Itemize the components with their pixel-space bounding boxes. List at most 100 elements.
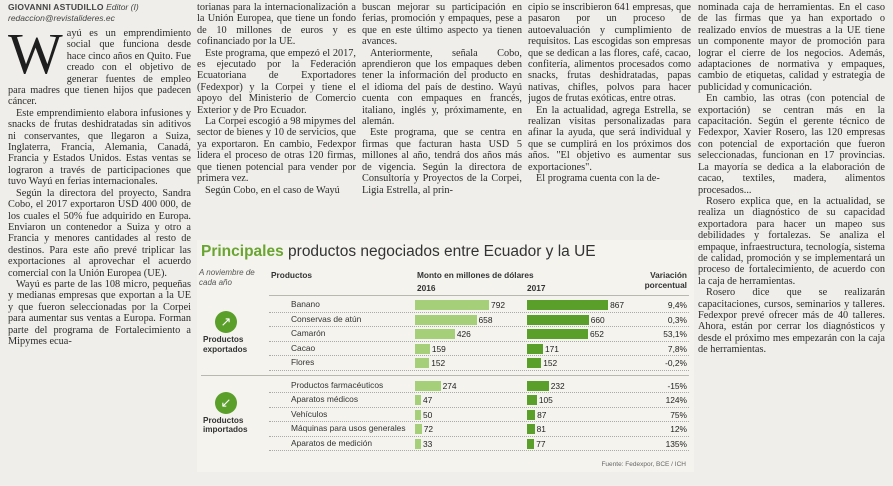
row-divider xyxy=(269,340,689,342)
chart-title-highlight: Principales xyxy=(201,243,284,260)
value-2017: 152 xyxy=(543,358,558,368)
product-label: Aparatos médicos xyxy=(291,394,359,404)
variation-value: -15% xyxy=(667,380,687,391)
import-icon: ↙ xyxy=(215,391,237,414)
chart-title: Principales productos negociados entre E… xyxy=(201,243,596,261)
row-divider xyxy=(269,406,689,408)
bar-2017 xyxy=(527,395,537,405)
bar-2016 xyxy=(415,438,421,449)
variation-value: -0,2% xyxy=(665,358,687,368)
paragraph: En la actualidad, agrega Estrella, se re… xyxy=(528,104,691,173)
value-2016: 47 xyxy=(423,395,433,405)
value-2016: 72 xyxy=(423,424,434,434)
paragraph: Este emprendimiento elabora infusiones y… xyxy=(8,107,191,188)
article-column-5: nominada caja de herramientas. En el cas… xyxy=(698,2,885,484)
row-divider xyxy=(269,450,689,451)
value-2017: 232 xyxy=(550,380,565,391)
product-label: Vehículos xyxy=(291,408,328,419)
paragraph: En cambio, las otras (con potencial de e… xyxy=(698,93,885,196)
product-label: Conservas de atún xyxy=(291,313,362,324)
bar-2016 xyxy=(415,358,430,368)
value-2016: 426 xyxy=(456,329,471,339)
author-name: GIOVANNI ASTUDILLO xyxy=(8,2,104,12)
value-2016: 33 xyxy=(423,438,433,449)
value-2016: 792 xyxy=(491,300,506,310)
column-header-amount: Monto en millones de dólares xyxy=(417,270,534,280)
article-column-4: cipio se inscribieron 641 empresas, que … xyxy=(528,2,691,238)
year-label-2016: 2016 xyxy=(417,283,436,293)
group-divider xyxy=(201,374,689,376)
paragraph: buscan mejorar su participación en feria… xyxy=(362,2,522,48)
value-2016: 152 xyxy=(431,358,446,368)
paragraph: cipio se inscribieron 641 empresas, que … xyxy=(528,2,691,105)
drop-cap: W xyxy=(8,21,63,86)
row-divider xyxy=(269,355,689,356)
value-2017: 77 xyxy=(536,438,546,449)
variation-value: 124% xyxy=(665,395,687,405)
row-divider xyxy=(269,311,689,313)
products-chart: Principales productos negociados entre E… xyxy=(197,240,694,472)
product-label: Camarón xyxy=(291,328,326,338)
product-label: Productos farmacéuticos xyxy=(291,379,384,390)
product-label: Máquinas para usos generales xyxy=(291,423,406,433)
column-header-products: Productos xyxy=(271,270,313,280)
paragraph: Este programa, que empezó el 2017, es ej… xyxy=(197,47,356,116)
paragraph: Rosero dice que se realizarán capacitaci… xyxy=(698,287,885,356)
group-label: Productos exportados xyxy=(203,335,248,354)
variation-value: 7,8% xyxy=(667,343,687,354)
article-column-1: GIOVANNI ASTUDILLO Editor (I) redaccion@… xyxy=(8,2,191,484)
variation-value: 0,3% xyxy=(667,314,687,325)
paragraph: Según Cobo, en el caso de Wayú xyxy=(205,184,340,196)
row-divider xyxy=(269,435,689,437)
column-header-variation: Variación porcentual xyxy=(644,270,687,290)
product-label: Aparatos de medición xyxy=(291,437,373,448)
bar-2016 xyxy=(415,424,422,434)
author-role: Editor (I) xyxy=(106,2,139,12)
paragraph: nominada caja de herramientas. En el cas… xyxy=(698,2,885,93)
value-2016: 274 xyxy=(442,380,457,391)
bar-2016 xyxy=(415,314,477,325)
product-label: Cacao xyxy=(291,342,316,353)
export-icon: ↗ xyxy=(215,311,237,334)
author-email: redaccion@revistalideres.ec xyxy=(8,13,115,23)
paragraph: Según la directora del proyecto, Sandra … xyxy=(8,187,191,279)
year-label-2017: 2017 xyxy=(527,283,546,293)
chart-title-rest: productos negociados entre Ecuador y la … xyxy=(288,243,596,260)
paragraph: Wayú es parte de las 108 micro, pequeñas… xyxy=(8,278,191,347)
value-2017: 652 xyxy=(589,329,604,339)
paragraph: La Corpei escogió a 98 mipymes del secto… xyxy=(197,116,356,185)
variation-value: 75% xyxy=(670,409,687,420)
row-divider xyxy=(269,392,689,393)
value-2017: 660 xyxy=(590,314,605,325)
variation-value: 9,4% xyxy=(667,300,687,310)
paragraph: El programa cuenta con la de- xyxy=(536,173,660,185)
value-2016: 658 xyxy=(478,314,493,325)
bar-2017 xyxy=(527,343,543,354)
bar-2017 xyxy=(527,358,542,368)
variation-value: 135% xyxy=(665,438,687,449)
bar-2017 xyxy=(527,329,588,339)
article-column-3: buscan mejorar su participación en feria… xyxy=(362,2,522,238)
value-2016: 159 xyxy=(431,343,446,354)
paragraph: Anteriormente, señala Cobo, aprendieron … xyxy=(362,47,522,128)
row-divider xyxy=(269,369,689,371)
article-column-2: torianas para la internacionalización a … xyxy=(197,2,356,238)
bar-2016 xyxy=(415,395,421,405)
bar-2017 xyxy=(527,380,549,391)
bar-2016 xyxy=(415,329,455,339)
product-label: Flores xyxy=(291,357,315,367)
product-label: Banano xyxy=(291,299,320,309)
value-2017: 867 xyxy=(610,300,625,310)
bar-2016 xyxy=(415,343,430,354)
value-2017: 81 xyxy=(536,424,546,434)
byline: GIOVANNI ASTUDILLO Editor (I) redaccion@… xyxy=(8,2,191,24)
bar-2016 xyxy=(415,380,441,391)
value-2016: 50 xyxy=(423,409,433,420)
bar-2016 xyxy=(415,300,490,310)
value-2017: 87 xyxy=(537,409,547,420)
chart-note: A noviembre de cada año xyxy=(199,268,255,287)
variation-value: 12% xyxy=(670,424,687,434)
value-2017: 171 xyxy=(544,343,559,354)
bar-2017 xyxy=(527,438,535,449)
